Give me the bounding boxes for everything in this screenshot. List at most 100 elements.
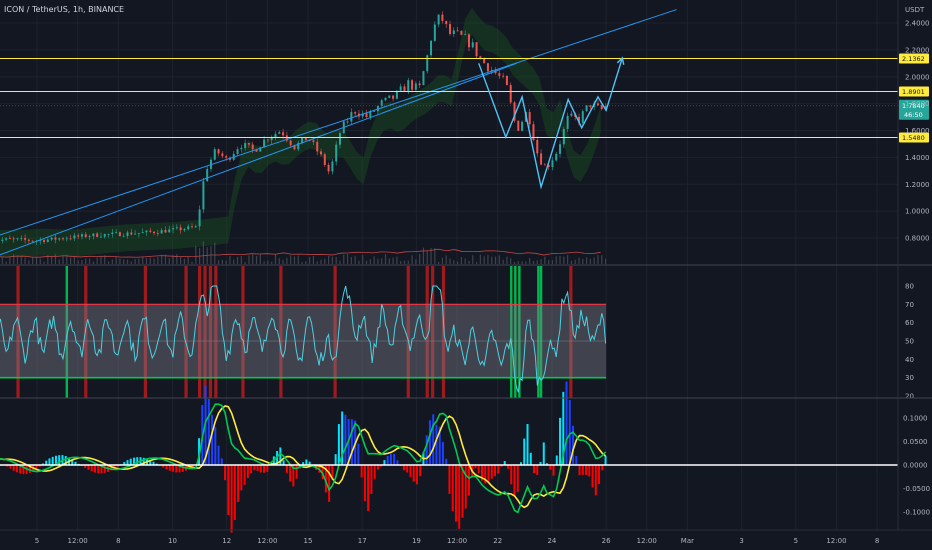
volume-bar bbox=[589, 258, 591, 264]
candle-body bbox=[361, 113, 364, 117]
macd-histogram-bar bbox=[250, 465, 253, 474]
macd-histogram-bar bbox=[526, 424, 529, 465]
candle-body bbox=[297, 142, 300, 150]
time-axis[interactable]: 5 12:00 8 10 12 12:00 15 17 19 12:00 22 24 26 12:00 Ma… bbox=[35, 537, 880, 545]
macd-histogram-bar bbox=[360, 465, 363, 478]
macd-histogram-bar bbox=[523, 438, 526, 465]
volume-bar bbox=[39, 258, 41, 264]
time-tick-label: Mar bbox=[681, 537, 694, 545]
macd-histogram-bar bbox=[256, 465, 259, 472]
macd-panel[interactable]: 0.1000 0.0500 0.0000 -0.0500 -0.1000 bbox=[0, 381, 930, 533]
macd-histogram-bar bbox=[84, 465, 87, 468]
volume-bar bbox=[438, 261, 440, 264]
rsi-tick-label: 40 bbox=[905, 356, 914, 364]
macd-histogram-bar bbox=[237, 465, 240, 502]
macd-histogram-bar bbox=[331, 465, 334, 481]
price-axis[interactable]: 2.4000 2.2000 2.0000 1.8000 1.6000 1.4000 1.20… bbox=[905, 20, 930, 243]
volume-bar bbox=[274, 254, 277, 264]
candle-body bbox=[604, 106, 607, 109]
candle-body bbox=[581, 111, 584, 123]
candle-body bbox=[266, 139, 269, 141]
candle-body bbox=[555, 153, 558, 161]
volume-bar bbox=[47, 255, 49, 264]
candle-body bbox=[111, 232, 114, 235]
candle-countdown-label: 46:50 bbox=[904, 111, 923, 119]
volume-bar bbox=[460, 256, 462, 264]
volume-bar bbox=[483, 256, 485, 264]
candle-body bbox=[437, 14, 440, 25]
volume-bar bbox=[81, 260, 83, 264]
macd-axis[interactable]: 0.1000 0.0500 0.0000 -0.0500 -0.1000 bbox=[903, 415, 930, 517]
candle-body bbox=[50, 237, 53, 240]
time-tick-label: 12:00 bbox=[637, 537, 657, 545]
trend-channel[interactable] bbox=[0, 9, 677, 259]
candle-body bbox=[65, 238, 68, 240]
projection-path[interactable] bbox=[478, 56, 625, 190]
volume-bar bbox=[297, 255, 299, 264]
macd-histogram-bar bbox=[162, 465, 165, 468]
volume-bar bbox=[172, 255, 174, 264]
rsi-series-line bbox=[0, 285, 607, 393]
volume-bar bbox=[115, 257, 117, 264]
macd-histogram-bar bbox=[220, 458, 223, 465]
candle-body bbox=[206, 168, 209, 182]
volume-bar bbox=[164, 254, 167, 264]
rsi-oversold-bar bbox=[510, 266, 513, 398]
macd-histogram-bar bbox=[539, 461, 542, 465]
time-tick-label: 12:00 bbox=[447, 537, 467, 545]
macd-tick-label: 0.0500 bbox=[903, 438, 928, 446]
macd-histogram-bar bbox=[279, 447, 282, 465]
candle-body bbox=[483, 58, 486, 64]
rsi-panel[interactable]: 80 70 60 50 40 30 20 bbox=[0, 266, 914, 401]
volume-bar bbox=[449, 258, 451, 264]
projection-polyline[interactable] bbox=[478, 57, 624, 190]
volume-bar bbox=[259, 254, 261, 264]
macd-histogram-bar bbox=[292, 465, 295, 487]
volume-bar bbox=[88, 258, 91, 264]
price-tick-label: 2.2000 bbox=[905, 46, 930, 54]
macd-histogram-bar bbox=[93, 465, 96, 473]
volume-bar bbox=[510, 258, 512, 264]
price-tick-label: 1.4000 bbox=[905, 154, 930, 162]
volume-bar bbox=[54, 254, 57, 264]
rsi-oversold-bar bbox=[514, 266, 517, 398]
candle-body bbox=[12, 238, 15, 240]
volume-bar bbox=[335, 256, 337, 264]
volume-bar bbox=[563, 256, 565, 264]
macd-histogram-bar bbox=[181, 465, 184, 472]
rsi-overbought-bar bbox=[431, 266, 435, 398]
volume-bar bbox=[293, 256, 296, 264]
macd-histogram-bar bbox=[341, 411, 344, 465]
candle-body bbox=[486, 63, 489, 72]
macd-histogram-bar bbox=[451, 465, 454, 511]
rsi-overbought-bar bbox=[406, 266, 410, 398]
volume-bar bbox=[244, 261, 246, 264]
candle-body bbox=[551, 160, 554, 167]
rsi-axis[interactable]: 80 70 60 50 40 30 20 bbox=[905, 283, 914, 401]
macd-tick-label: -0.1000 bbox=[903, 509, 930, 517]
macd-histogram-bar bbox=[15, 465, 18, 473]
volume-bar bbox=[309, 257, 311, 264]
macd-histogram-bar bbox=[71, 459, 74, 465]
channel-upper-line[interactable] bbox=[0, 9, 677, 238]
volume-bar bbox=[559, 255, 561, 264]
candle-body bbox=[540, 153, 543, 165]
macd-histogram-bar bbox=[428, 420, 431, 465]
time-tick-label: 12:00 bbox=[68, 537, 88, 545]
channel-lower-line[interactable] bbox=[0, 62, 517, 258]
candle-body bbox=[99, 236, 102, 238]
volume-bar bbox=[468, 260, 470, 264]
candle-body bbox=[369, 110, 372, 118]
candle-body bbox=[43, 240, 46, 242]
macd-histogram-bar bbox=[516, 465, 519, 493]
candle-body bbox=[39, 240, 42, 241]
macd-histogram-bar bbox=[152, 461, 155, 465]
macd-histogram-bar bbox=[282, 460, 285, 465]
volume-bar bbox=[236, 257, 239, 264]
candle-body bbox=[456, 30, 459, 32]
volume-bar bbox=[248, 255, 250, 264]
macd-histogram-bar bbox=[302, 462, 305, 465]
